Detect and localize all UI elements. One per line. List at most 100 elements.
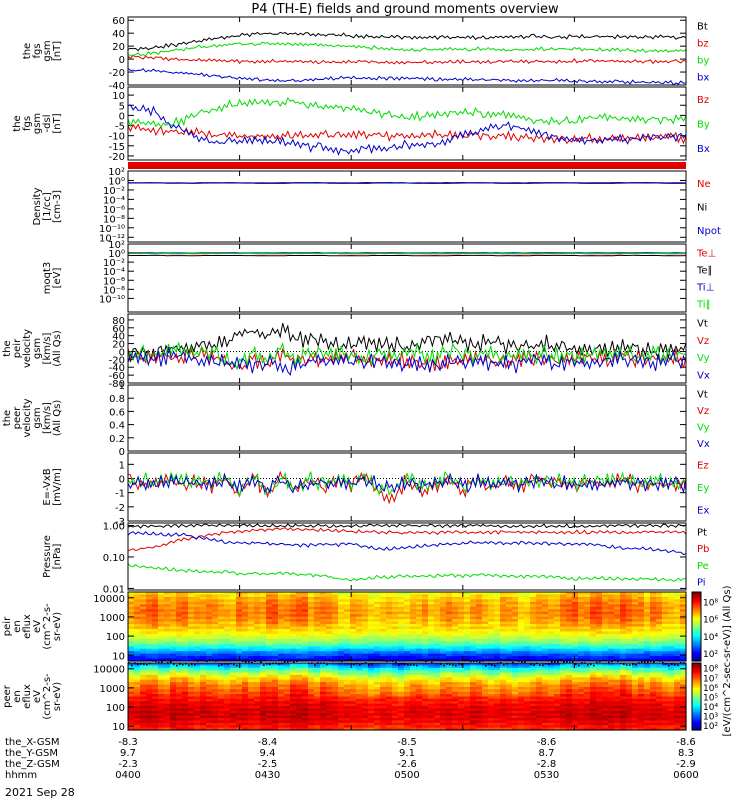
heatmap-cell [344, 594, 351, 598]
heatmap-cell [506, 628, 513, 633]
heatmap-cell [362, 658, 369, 662]
heatmap-cell [320, 656, 327, 660]
heatmap-cell [530, 674, 537, 678]
heatmap-cell [152, 626, 159, 630]
heatmap-cell [422, 696, 429, 700]
heatmap-cell [182, 682, 189, 686]
heatmap-cell [314, 670, 321, 674]
heatmap-cell [356, 633, 363, 637]
heatmap-cell [596, 633, 603, 637]
heatmap-cell [446, 665, 453, 669]
heatmap-cell [326, 648, 333, 652]
heatmap-cell [530, 601, 537, 605]
heatmap-cell [584, 646, 591, 650]
heatmap-cell [320, 599, 327, 603]
heatmap-cell [326, 609, 333, 613]
heatmap-cell [146, 651, 153, 655]
heatmap-cell [602, 631, 609, 635]
heatmap-cell [584, 648, 591, 652]
heatmap-cell [398, 674, 405, 678]
heatmap-cell [272, 631, 279, 635]
heatmap-cell [164, 616, 171, 620]
heatmap-cell [302, 601, 309, 605]
heatmap-cell [554, 651, 561, 655]
heatmap-cell [266, 658, 273, 662]
heatmap-cell [524, 604, 531, 608]
heatmap-cell [350, 686, 357, 690]
heatmap-cell [422, 643, 429, 647]
heatmap-cell [506, 710, 513, 714]
heatmap-cell [212, 624, 219, 628]
heatmap-cell [236, 679, 243, 683]
heatmap-cell [218, 643, 225, 647]
heatmap-cell [176, 592, 183, 596]
heatmap-cell [242, 614, 249, 618]
heatmap-cell [392, 643, 399, 647]
heatmap-cell [416, 672, 423, 676]
heatmap-cell [464, 636, 471, 640]
heatmap-cell [680, 599, 687, 603]
heatmap-cell [332, 691, 339, 695]
heatmap-cell [284, 651, 291, 655]
heatmap-cell [338, 621, 345, 625]
heatmap-cell [404, 592, 411, 596]
heatmap-cell [566, 636, 573, 640]
heatmap-cell [584, 619, 591, 623]
heatmap-cell [176, 682, 183, 686]
heatmap-cell [614, 616, 621, 620]
heatmap-cell [242, 691, 249, 695]
heatmap-cell [212, 710, 219, 714]
heatmap-cell [554, 646, 561, 650]
heatmap-cell [470, 592, 477, 596]
heatmap-cell [530, 619, 537, 623]
heatmap-cell [512, 641, 519, 645]
heatmap-cell [356, 628, 363, 633]
heatmap-cell [404, 624, 411, 628]
heatmap-cell [200, 656, 207, 660]
heatmap-cell [146, 601, 153, 605]
heatmap-cell [518, 594, 525, 598]
heatmap-cell [182, 658, 189, 662]
heatmap-cell [212, 631, 219, 635]
heatmap-cell [320, 708, 327, 712]
heatmap-cell [440, 641, 447, 645]
heatmap-cell [440, 656, 447, 660]
heatmap-cell [338, 725, 345, 729]
heatmap-cell [434, 670, 441, 674]
series-black [127, 31, 687, 52]
heatmap-cell [212, 694, 219, 698]
heatmap-cell [260, 641, 267, 645]
heatmap-cell [194, 592, 201, 596]
heatmap-cell [332, 727, 339, 731]
heatmap-cell [212, 616, 219, 620]
heatmap-cell [434, 718, 441, 722]
heatmap-cell [434, 713, 441, 717]
heatmap-cell [248, 667, 255, 671]
heatmap-cell [344, 696, 351, 700]
heatmap-cell [392, 701, 399, 705]
heatmap-cell [470, 725, 477, 729]
heatmap-cell [632, 596, 639, 600]
heatmap-cell [434, 606, 441, 610]
heatmap-cell [200, 631, 207, 635]
heatmap-cell [488, 643, 495, 647]
heatmap-cell [236, 638, 243, 642]
heatmap-cell [458, 698, 465, 702]
heatmap-cell [494, 658, 501, 662]
heatmap-cell [584, 638, 591, 642]
heatmap-cell [254, 648, 261, 652]
heatmap-cell [380, 670, 387, 674]
heatmap-cell [410, 674, 417, 678]
heatmap-cell [500, 665, 507, 669]
heatmap-cell [356, 596, 363, 600]
heatmap-cell [446, 689, 453, 693]
heatmap-cell [596, 624, 603, 628]
heatmap-cell [350, 643, 357, 647]
heatmap-cell [260, 651, 267, 655]
y-tick-label: 0 [119, 475, 125, 486]
heatmap-cell [302, 694, 309, 698]
heatmap-cell [344, 651, 351, 655]
heatmap-cell [452, 641, 459, 645]
heatmap-cell [470, 626, 477, 630]
